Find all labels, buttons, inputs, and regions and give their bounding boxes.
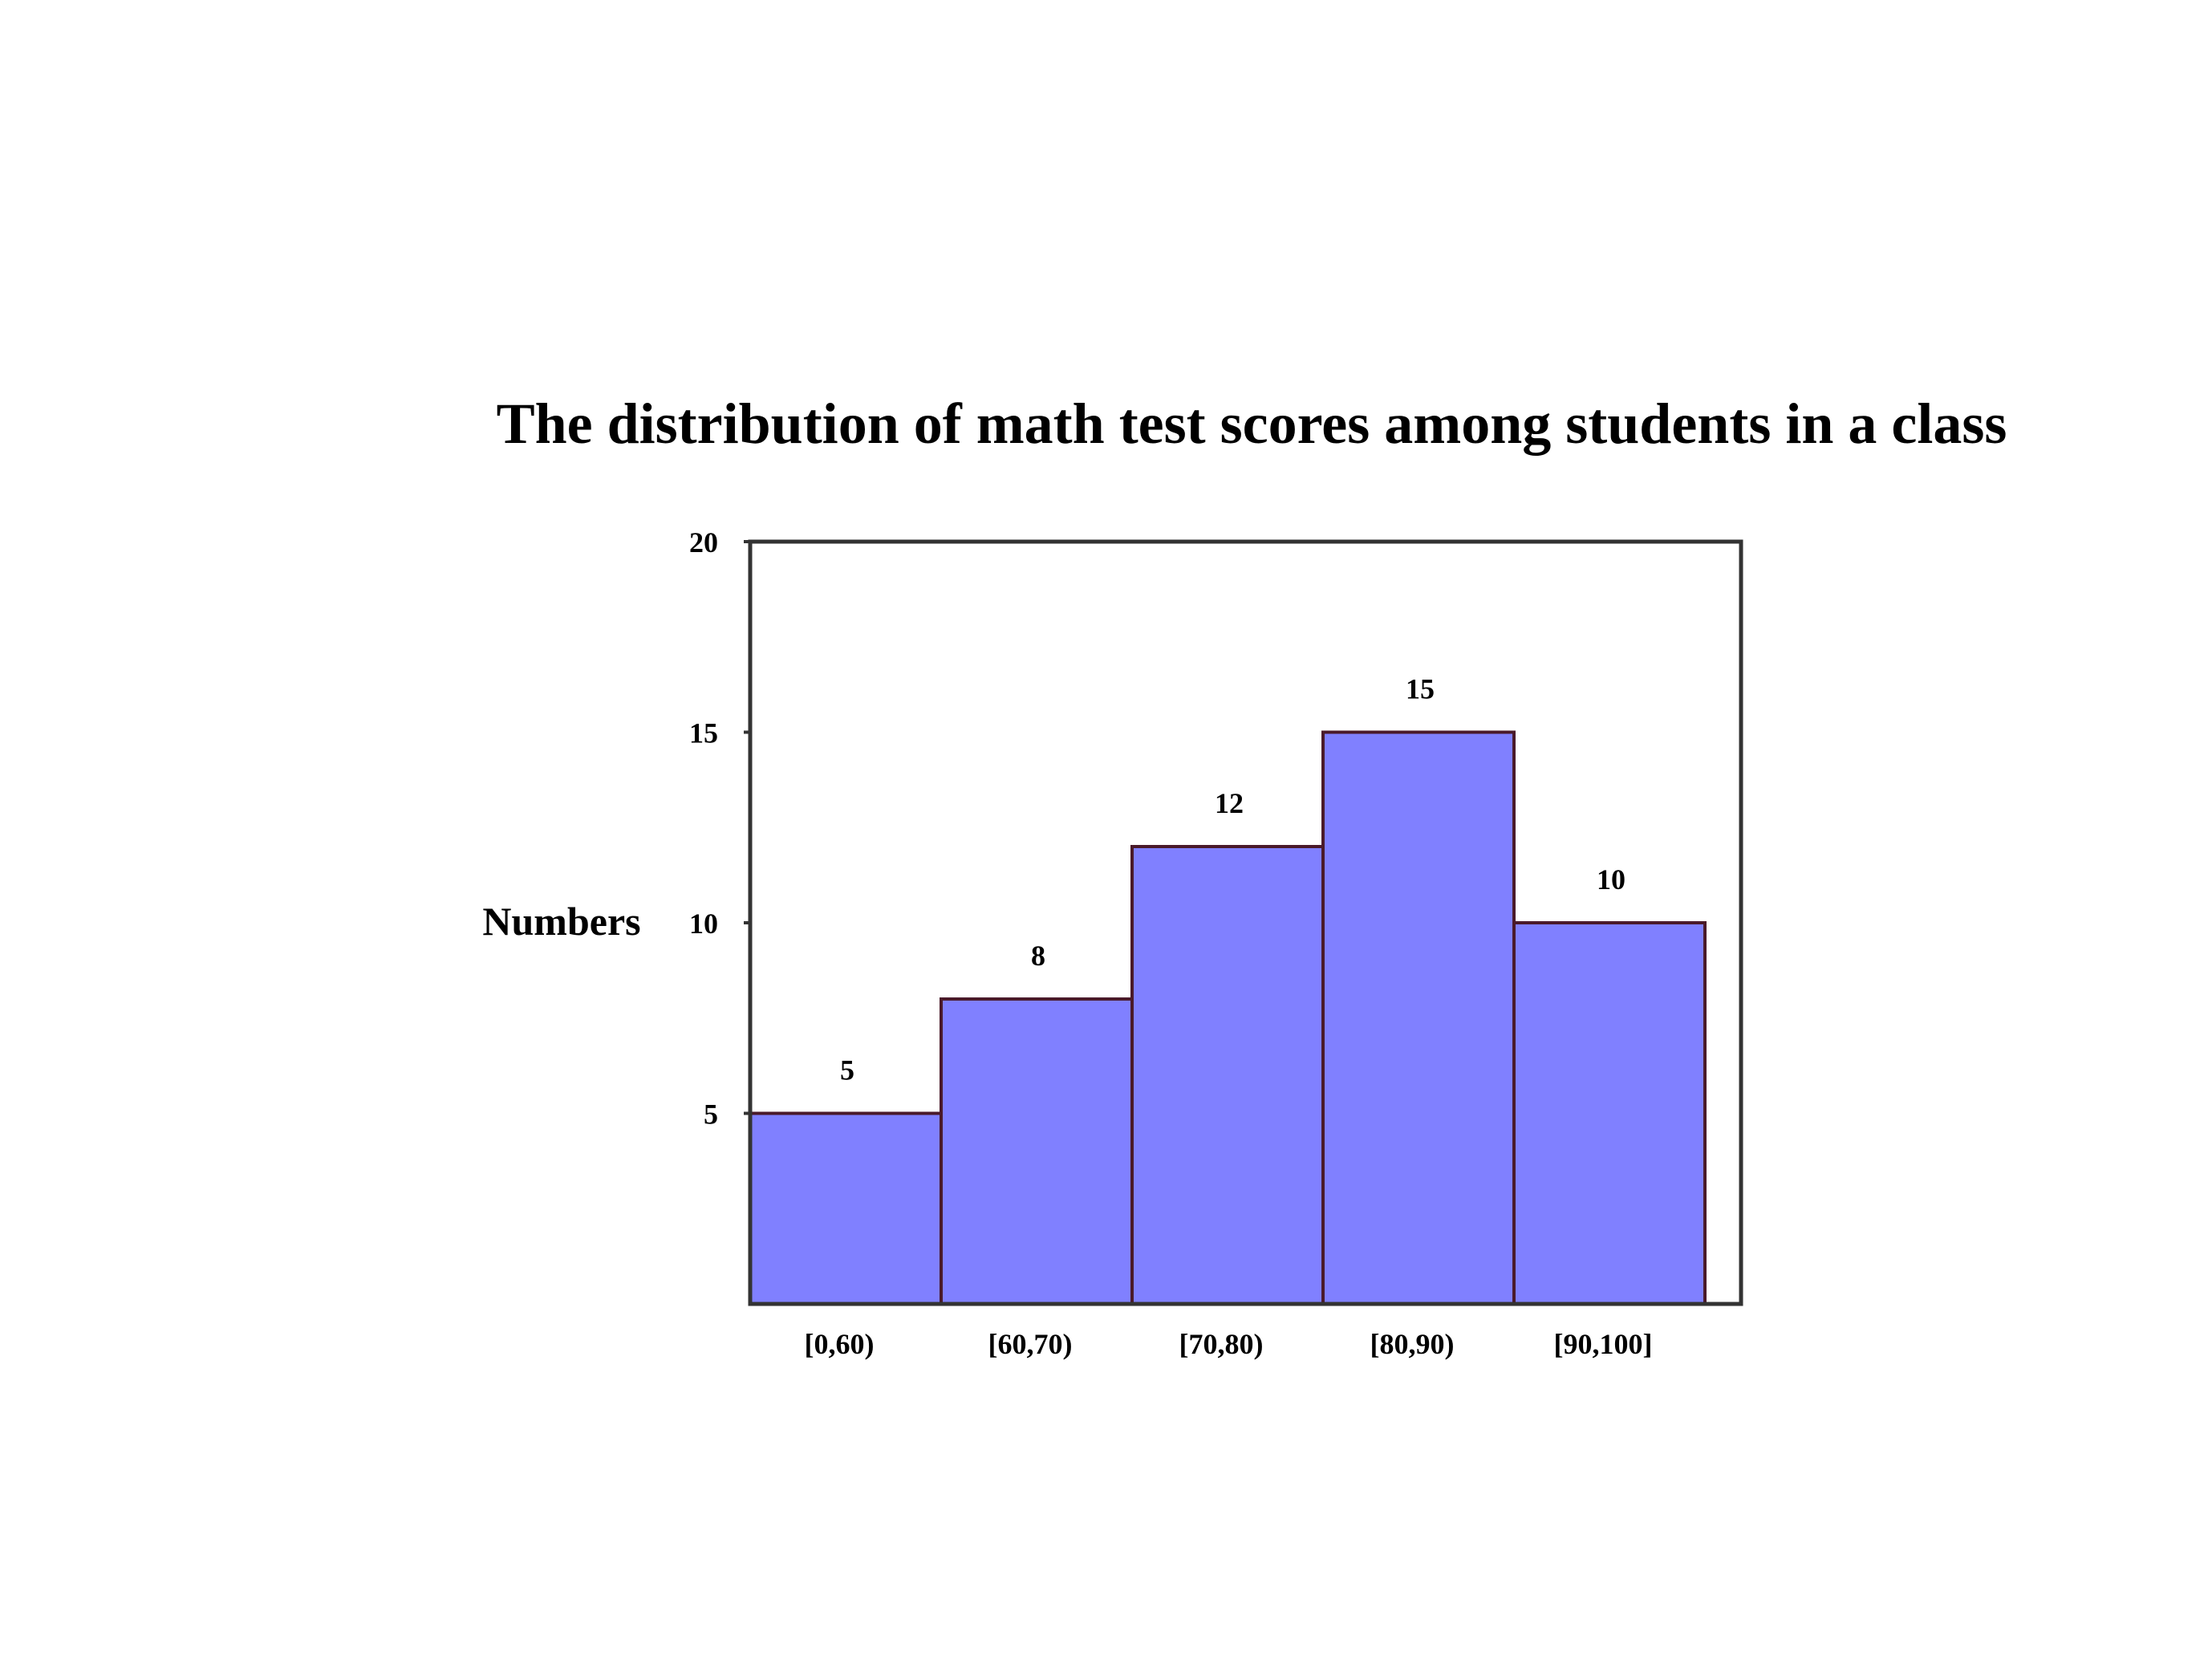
- y-ticks-group: 5 10 15 20: [689, 526, 750, 1131]
- data-label-0: 5: [840, 1054, 854, 1086]
- data-label-1: 8: [1031, 940, 1045, 972]
- x-tick-label-1: [60,70): [988, 1328, 1073, 1360]
- data-label-2: 12: [1215, 787, 1244, 819]
- x-tick-label-3: [80,90): [1370, 1328, 1455, 1360]
- data-label-3: 15: [1406, 673, 1435, 705]
- bar-4: [1512, 921, 1707, 1306]
- y-tick-label-2: 15: [689, 717, 718, 749]
- y-tick-label-1: 10: [689, 908, 718, 940]
- data-labels-group: 5 8 12 15 10: [840, 673, 1626, 1086]
- y-tick-label-0: 5: [704, 1099, 718, 1131]
- chart-title: The distribution of math test scores amo…: [497, 392, 2007, 456]
- bar-0: [749, 1111, 943, 1306]
- x-ticks-group: [0,60) [60,70) [70,80) [80,90) [90,100]: [805, 1328, 1653, 1360]
- data-label-4: 10: [1597, 863, 1626, 896]
- bar-1: [940, 997, 1134, 1306]
- bars-group: [749, 730, 1707, 1306]
- bar-2: [1130, 845, 1325, 1306]
- y-axis-label: Numbers: [482, 899, 640, 944]
- x-tick-label-2: [70,80): [1179, 1328, 1264, 1360]
- y-tick-label-3: 20: [689, 526, 718, 558]
- x-tick-label-4: [90,100]: [1554, 1328, 1653, 1360]
- x-tick-label-0: [0,60): [805, 1328, 875, 1360]
- bar-3: [1321, 730, 1516, 1306]
